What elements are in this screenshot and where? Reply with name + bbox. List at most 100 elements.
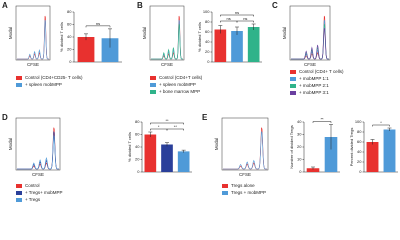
bar	[101, 38, 119, 62]
error-bar	[84, 33, 88, 41]
histogram-frame	[15, 117, 61, 171]
y-tick-label: 0	[69, 59, 72, 64]
histogram-ylabel: Modal	[142, 27, 147, 39]
significance-bracket	[166, 128, 184, 131]
legend-label: + mobMPP 2:1	[299, 83, 329, 88]
legend-label: + mobMPP 3:1	[299, 90, 329, 95]
bar	[247, 27, 260, 62]
error-bar	[311, 166, 315, 170]
bar	[77, 37, 95, 62]
histogram-frame	[15, 5, 51, 61]
significance-label: **	[320, 117, 324, 122]
histogram-ylabel: Modal	[214, 138, 219, 150]
y-tick-label: 20	[357, 159, 362, 164]
legend-label: + spleen mobMPP	[159, 82, 196, 87]
significance-bracket	[150, 122, 184, 125]
significance-label: *	[158, 124, 160, 129]
histogram-frame	[149, 5, 185, 61]
y-tick-label: 0	[207, 59, 210, 64]
histogram-xlabel: CFSE	[161, 62, 173, 67]
error-bar	[387, 127, 392, 131]
legend-label: Control (CD4+ T cells)	[299, 69, 344, 74]
legend-label: Tregs + mobMPP	[231, 190, 266, 195]
histogram-curve	[17, 135, 59, 170]
bar	[161, 144, 173, 172]
y-axis-label: % divided T cells	[59, 22, 64, 52]
significance-label: ns	[227, 16, 231, 21]
y-tick-label: 20	[67, 47, 72, 52]
panel-letter: B	[137, 1, 143, 10]
legend-swatch	[150, 83, 156, 87]
bar	[366, 142, 379, 172]
legend-swatch	[222, 191, 228, 195]
significance-bracket	[372, 124, 390, 127]
significance-label: ns	[243, 16, 247, 21]
y-tick-label: 0	[359, 169, 362, 174]
y-tick-label: 60	[67, 22, 72, 27]
legend-label: Control (CD4+T cells)	[159, 75, 203, 80]
significance-bracket	[236, 20, 254, 23]
y-tick-label: 20	[135, 157, 140, 162]
bar	[231, 31, 243, 62]
legend-swatch	[290, 91, 296, 95]
error-bar	[181, 149, 186, 153]
bar	[144, 134, 157, 172]
legend-label: + Tregs	[25, 197, 41, 202]
legend-swatch	[16, 198, 22, 202]
error-bar	[165, 142, 169, 147]
legend-swatch	[290, 77, 296, 81]
figure: A CFSE Modal Control (CD4+CD25- T cells) + s…	[2, 1, 398, 202]
legend-label: Control (CD4+CD25- T cells)	[25, 75, 83, 80]
significance-label: **	[165, 118, 169, 123]
bar	[177, 151, 190, 172]
significance-label: ns	[96, 21, 100, 26]
histogram-xlabel: CFSE	[239, 172, 251, 177]
y-tick-label: 60	[357, 139, 362, 144]
y-tick-label: 20	[205, 49, 210, 54]
histogram-ylabel: Modal	[8, 27, 13, 39]
y-tick-label: 60	[205, 29, 210, 34]
error-bar	[108, 28, 112, 48]
error-bar	[329, 124, 333, 150]
y-tick-label: 80	[205, 19, 210, 24]
significance-label: *	[380, 120, 382, 125]
legend-swatch	[150, 76, 156, 80]
significance-bracket	[85, 25, 111, 28]
significance-bracket	[220, 14, 254, 17]
panel-letter: E	[202, 113, 208, 122]
legend-swatch	[150, 90, 156, 94]
legend-label: + mobMPP 1:1	[299, 76, 329, 81]
y-tick-label: 10	[297, 157, 302, 162]
y-tick-label: 30	[297, 132, 302, 137]
legend-label: + spleen mobMPP	[25, 82, 62, 87]
y-tick-label: 80	[67, 9, 72, 14]
page: A CFSE Modal Control (CD4+CD25- T cells) + s…	[2, 1, 398, 203]
y-tick-label: 100	[203, 9, 210, 14]
legend-swatch	[222, 184, 228, 188]
histogram-frame	[221, 117, 269, 171]
panel-letter: A	[2, 1, 8, 10]
significance-label: ns	[235, 10, 239, 15]
error-bar	[218, 25, 223, 34]
bar	[324, 137, 338, 172]
y-tick-label: 60	[135, 132, 140, 137]
histogram-curve	[17, 19, 49, 60]
y-tick-label: 80	[357, 129, 362, 134]
y-tick-label: 0	[299, 169, 302, 174]
error-bar	[370, 139, 375, 145]
y-tick-label: 40	[135, 144, 140, 149]
histogram-xlabel: CFSE	[32, 172, 44, 177]
bar	[383, 129, 396, 172]
panel-letter: C	[272, 1, 278, 10]
legend-label: Control	[25, 183, 40, 188]
significance-bracket	[312, 121, 332, 123]
histogram-curve	[291, 28, 329, 60]
error-bar	[148, 131, 153, 137]
histogram-xlabel: CFSE	[27, 62, 39, 67]
y-tick-label: 80	[135, 119, 140, 124]
significance-label: **	[174, 124, 178, 129]
error-bar	[235, 26, 239, 35]
bar	[306, 168, 320, 172]
significance-bracket	[220, 20, 238, 23]
histogram-curve	[151, 24, 183, 60]
